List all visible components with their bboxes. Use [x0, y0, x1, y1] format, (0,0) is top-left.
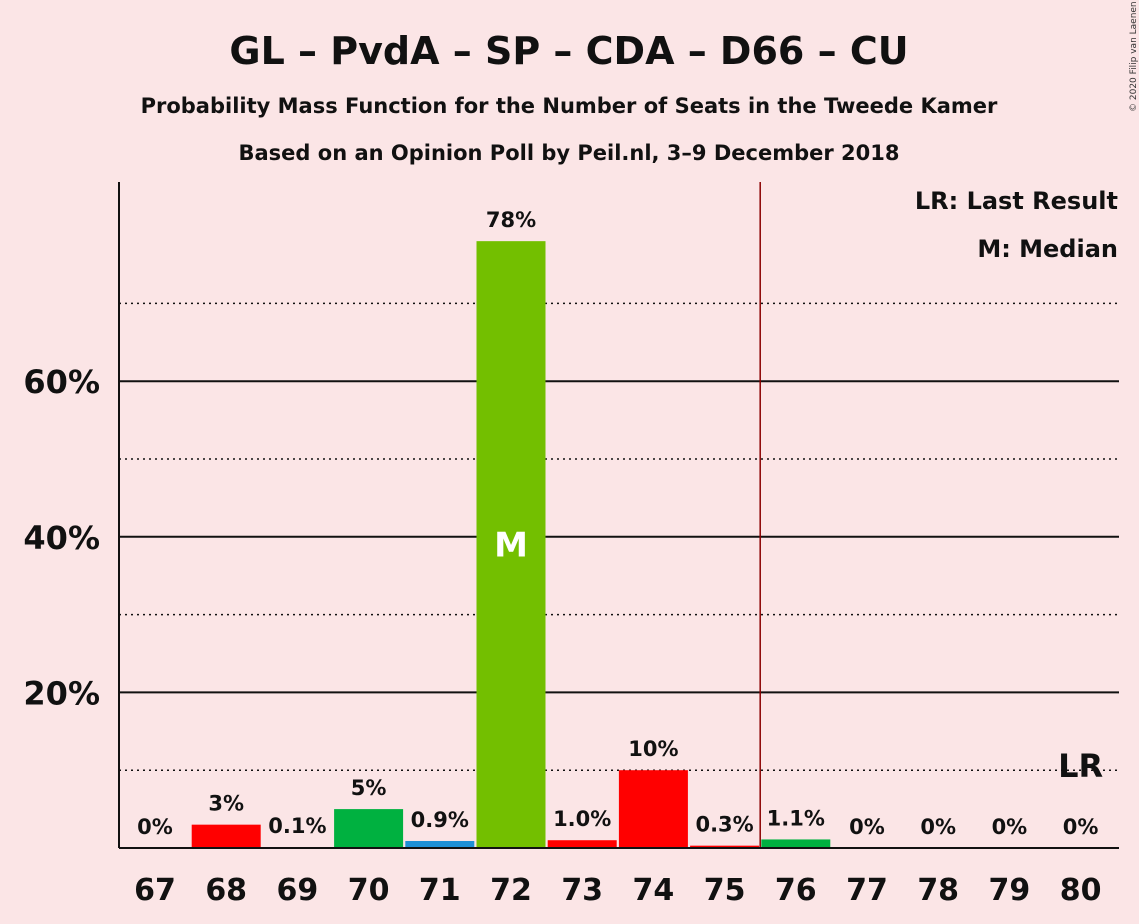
bar-value-label: 0%	[1063, 815, 1099, 839]
x-tick-label: 78	[917, 873, 959, 908]
chart-title: GL – PvdA – SP – CDA – D66 – CU	[229, 29, 908, 73]
chart-markers: M LR	[494, 182, 1103, 848]
x-tick-label: 70	[348, 873, 390, 908]
x-tick-label: 76	[775, 873, 817, 908]
x-tick-label: 79	[989, 873, 1031, 908]
x-tick-labels: 67 68 69 70 71 72 73 74 75 76 77 78 79 80	[134, 873, 1101, 908]
chart-subtitle: Probability Mass Function for the Number…	[141, 94, 998, 118]
y-tick-labels: 20% 40% 60%	[23, 363, 100, 712]
y-tick-label: 20%	[23, 674, 100, 712]
bar-76	[761, 839, 831, 848]
bar-value-label: 0%	[920, 815, 956, 839]
bar-74	[618, 770, 688, 848]
bar-value-label: 10%	[628, 737, 678, 761]
x-tick-label: 77	[846, 873, 888, 908]
bar-value-label: 5%	[351, 776, 387, 800]
bar-value-label: 1.0%	[553, 807, 611, 831]
chart-source-subtitle: Based on an Opinion Poll by Peil.nl, 3–9…	[239, 141, 900, 165]
bar-value-label: 0%	[137, 815, 173, 839]
bar-value-label: 0.3%	[695, 813, 753, 837]
bar-value-label: 0%	[849, 815, 885, 839]
bar-68	[191, 824, 261, 848]
x-tick-label: 73	[561, 873, 603, 908]
bars-group	[191, 241, 831, 848]
bar-72	[476, 241, 546, 848]
legend-last-result: LR: Last Result	[915, 187, 1118, 215]
y-tick-label: 60%	[23, 363, 100, 401]
bar-value-label: 78%	[486, 208, 536, 232]
bar-73	[547, 840, 617, 848]
x-tick-label: 75	[704, 873, 746, 908]
y-tick-label: 40%	[23, 519, 100, 557]
x-tick-label: 80	[1060, 873, 1102, 908]
x-tick-label: 71	[419, 873, 461, 908]
copyright-notice: © 2020 Filip van Laenen	[1129, 1, 1139, 112]
x-tick-label: 67	[134, 873, 176, 908]
bar-value-label: 0.9%	[411, 808, 469, 832]
bar-value-label: 3%	[208, 792, 244, 816]
x-tick-label: 74	[633, 873, 675, 908]
legend-median: M: Median	[977, 235, 1118, 263]
bar-71	[405, 840, 475, 848]
bar-70	[334, 809, 404, 848]
bar-value-label: 0%	[992, 815, 1028, 839]
x-tick-label: 68	[205, 873, 247, 908]
gridlines	[119, 302, 1119, 771]
x-tick-label: 72	[490, 873, 532, 908]
bar-value-label: 1.1%	[767, 806, 825, 830]
bar-value-labels: 0% 3% 0.1% 5% 0.9% 78% 1.0% 10% 0.3% 1.1% 0% 0% 0% 0%	[137, 208, 1098, 839]
bar-value-label: 0.1%	[268, 814, 326, 838]
bar-75	[690, 845, 760, 848]
last-result-marker: LR	[1058, 747, 1103, 785]
x-tick-label: 69	[277, 873, 319, 908]
median-marker: M	[494, 526, 528, 566]
